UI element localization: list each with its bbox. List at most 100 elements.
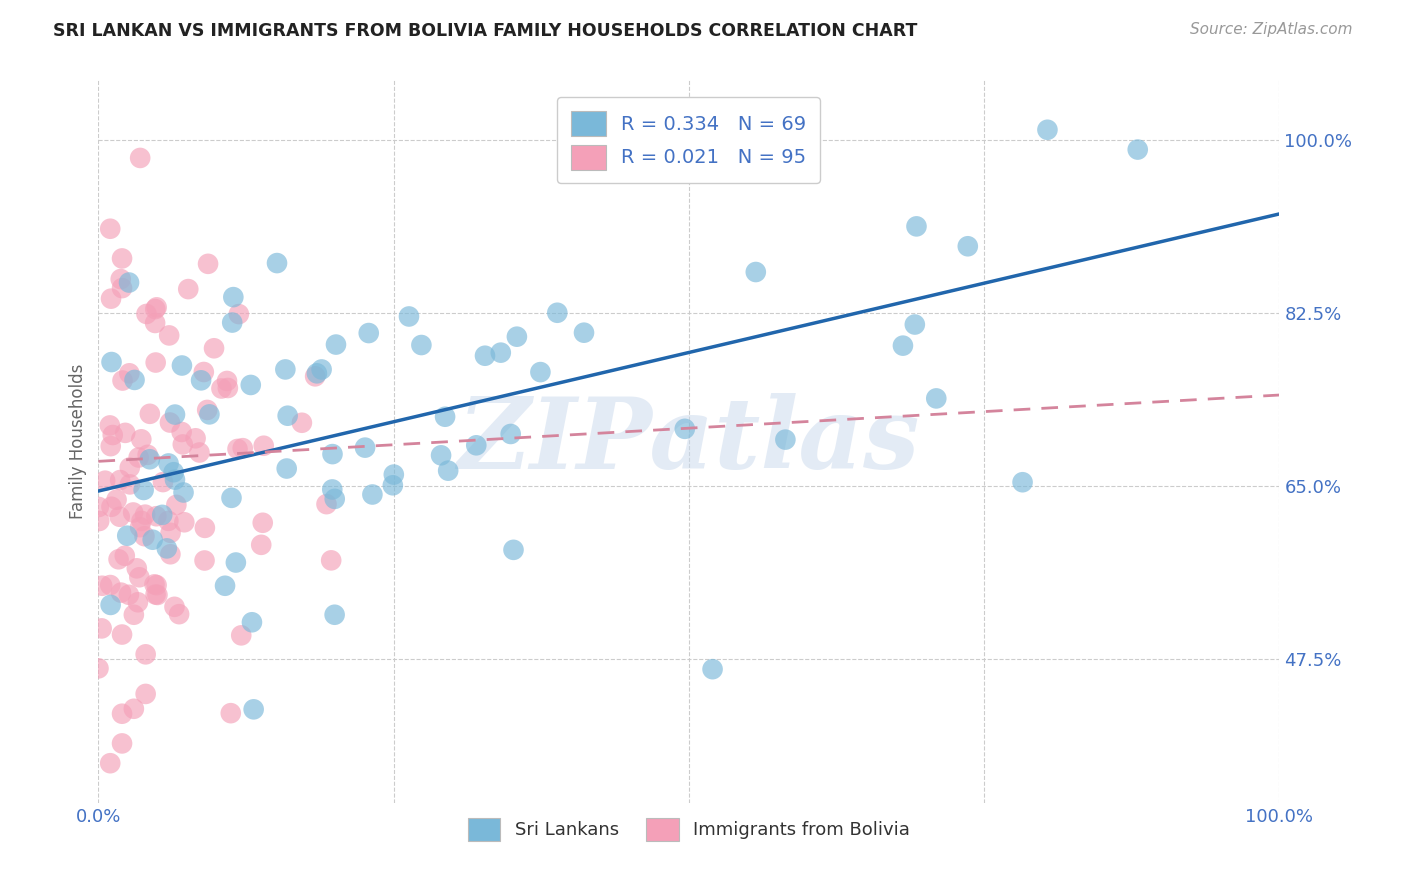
Point — [217, 381, 239, 395]
Point — [226, 442, 249, 456]
Point — [100, 355, 122, 369]
Point — [232, 441, 254, 455]
Point — [111, 374, 134, 388]
Point — [184, 431, 207, 445]
Point — [277, 409, 299, 423]
Point — [125, 561, 148, 575]
Point — [673, 422, 696, 436]
Point — [305, 367, 328, 381]
Point — [465, 438, 488, 452]
Point — [925, 392, 948, 406]
Point — [398, 310, 420, 324]
Point — [225, 556, 247, 570]
Point — [143, 302, 166, 317]
Point — [142, 533, 165, 547]
Point — [323, 607, 346, 622]
Point — [177, 282, 200, 296]
Point — [190, 373, 212, 387]
Point — [430, 448, 453, 462]
Point — [529, 365, 551, 379]
Point — [775, 433, 797, 447]
Legend: Sri Lankans, Immigrants from Bolivia: Sri Lankans, Immigrants from Bolivia — [461, 810, 917, 848]
Point — [499, 427, 522, 442]
Point — [506, 329, 529, 343]
Point — [98, 578, 121, 592]
Point — [1036, 122, 1059, 136]
Point — [215, 374, 238, 388]
Point — [905, 219, 928, 234]
Point — [122, 702, 145, 716]
Point — [114, 425, 136, 440]
Point — [173, 485, 195, 500]
Point — [108, 473, 131, 487]
Point — [128, 450, 150, 465]
Point — [159, 525, 181, 540]
Point — [157, 328, 180, 343]
Point — [132, 483, 155, 497]
Point — [502, 542, 524, 557]
Point — [108, 509, 131, 524]
Point — [134, 508, 156, 522]
Point — [291, 416, 314, 430]
Point — [202, 341, 225, 355]
Point — [145, 578, 167, 592]
Point — [321, 447, 343, 461]
Point — [111, 281, 134, 295]
Point — [361, 487, 384, 501]
Point — [156, 541, 179, 556]
Point — [194, 521, 217, 535]
Point — [173, 515, 195, 529]
Point — [242, 702, 264, 716]
Point — [90, 621, 112, 635]
Point — [118, 366, 141, 380]
Point — [745, 265, 768, 279]
Point — [193, 365, 215, 379]
Point — [354, 441, 377, 455]
Point — [91, 579, 114, 593]
Point — [159, 416, 181, 430]
Point — [118, 460, 141, 475]
Point — [172, 437, 194, 451]
Point — [222, 290, 245, 304]
Point — [411, 338, 433, 352]
Point — [274, 362, 297, 376]
Point — [163, 473, 186, 487]
Point — [382, 467, 405, 482]
Point — [111, 252, 134, 266]
Point — [110, 272, 132, 286]
Point — [145, 355, 167, 369]
Point — [253, 439, 276, 453]
Point — [111, 627, 134, 641]
Point — [276, 461, 298, 475]
Point — [122, 607, 145, 622]
Point — [131, 514, 153, 528]
Point — [143, 577, 166, 591]
Point — [167, 607, 190, 622]
Point — [111, 736, 134, 750]
Point — [702, 662, 724, 676]
Point — [111, 706, 134, 721]
Point — [231, 628, 253, 642]
Point — [157, 457, 180, 471]
Point — [129, 151, 152, 165]
Point — [150, 508, 173, 522]
Point — [128, 570, 150, 584]
Point — [323, 491, 346, 506]
Point — [321, 553, 343, 567]
Text: Source: ZipAtlas.com: Source: ZipAtlas.com — [1189, 22, 1353, 37]
Point — [240, 615, 263, 630]
Point — [304, 369, 326, 384]
Point — [94, 474, 117, 488]
Point — [145, 587, 167, 601]
Point — [117, 529, 139, 543]
Point — [87, 661, 110, 675]
Point — [105, 492, 128, 507]
Point — [118, 477, 141, 491]
Point — [146, 588, 169, 602]
Point — [198, 408, 221, 422]
Point — [381, 478, 404, 492]
Point — [572, 326, 595, 340]
Text: ZIPatlas: ZIPatlas — [458, 393, 920, 490]
Point — [956, 239, 979, 253]
Point — [135, 648, 157, 662]
